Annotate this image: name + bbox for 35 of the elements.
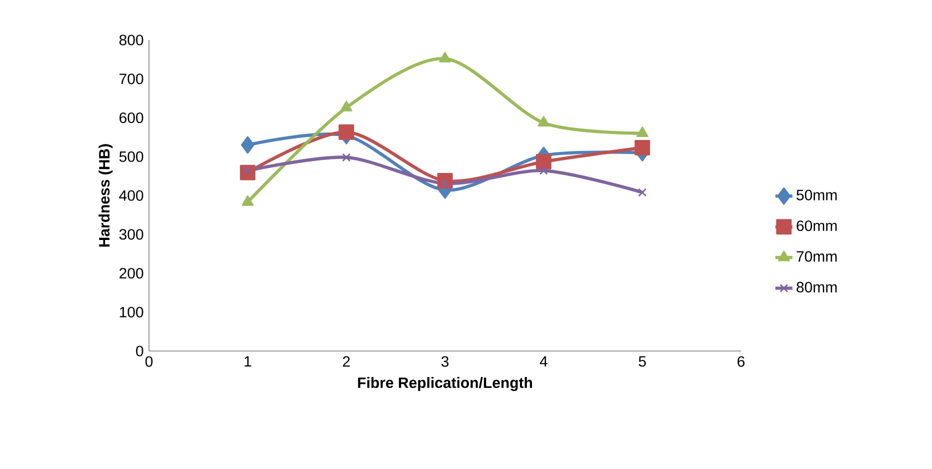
point: [240, 136, 254, 154]
x-tick-label: 2: [342, 356, 350, 367]
y-tick-label: 0: [136, 346, 144, 356]
y-tick-label: 100: [120, 306, 144, 318]
point: [342, 153, 351, 162]
x-tick-label: 0: [145, 356, 153, 367]
point: [538, 116, 550, 127]
x-tick-label: 3: [441, 356, 449, 367]
y-tick-label: 800: [119, 34, 144, 46]
y-axis-title: Hardness (HB): [98, 144, 113, 247]
x-tick-label: 6: [738, 356, 745, 367]
point: [338, 124, 354, 140]
y-tick-label: 600: [120, 112, 144, 124]
point: [634, 140, 650, 156]
legend-label: 50mm: [796, 190, 837, 200]
x-tick-label: 4: [540, 356, 548, 367]
point: [439, 52, 451, 62]
y-tick-label: 500: [119, 151, 144, 162]
y-tick-label: 700: [120, 74, 144, 84]
point: [243, 166, 252, 175]
x-tick-label: 5: [638, 356, 646, 367]
point: [539, 166, 548, 175]
point: [440, 179, 450, 188]
y-tick-label: 300: [119, 229, 144, 240]
legend-label: 80mm: [796, 282, 837, 292]
x-axis-title: Fibre Replication/Length: [358, 377, 532, 392]
point: [340, 100, 352, 112]
point: [636, 126, 648, 138]
point: [536, 154, 552, 170]
y-tick-label: 400: [119, 190, 144, 201]
x-tick-label: 1: [244, 356, 252, 367]
legend-label: 70mm: [796, 251, 837, 262]
legend-label: 60mm: [796, 220, 837, 232]
y-tick-label: 200: [120, 268, 144, 279]
point: [638, 188, 647, 197]
